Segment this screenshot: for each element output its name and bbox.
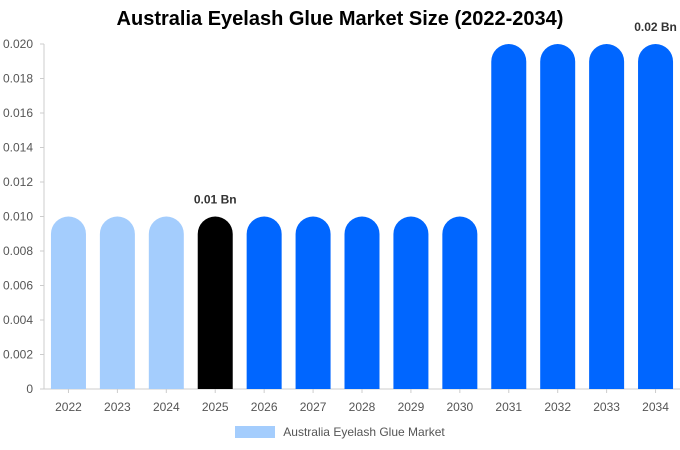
x-tick-label-2024: 2024: [153, 400, 180, 414]
chart-title: Australia Eyelash Glue Market Size (2022…: [116, 8, 564, 30]
bar-2032[interactable]: [540, 44, 576, 389]
x-axis-ticks: 2022 2023 2024 2025 2026 2027 2028 2029 2030 2031…: [55, 389, 669, 414]
legend[interactable]: Australia Eyelash Glue Market: [0, 425, 680, 439]
y-tick-label: 0.012: [3, 175, 33, 189]
bar-2023[interactable]: [99, 216, 135, 390]
data-label-2034: 0.02 Bn: [634, 20, 677, 34]
bar-2026[interactable]: [246, 216, 282, 390]
x-tick-label-2029: 2029: [398, 400, 425, 414]
bar-2022[interactable]: [50, 216, 86, 390]
bars: [50, 44, 674, 390]
bar-2024[interactable]: [148, 216, 184, 390]
y-tick-label: 0.016: [3, 106, 33, 120]
y-tick-label: 0.004: [3, 313, 33, 327]
bar-2030[interactable]: [442, 216, 478, 390]
x-tick-label-2028: 2028: [349, 400, 376, 414]
x-tick-label-2025: 2025: [202, 400, 229, 414]
bar-2027[interactable]: [295, 216, 331, 390]
x-tick-label-2026: 2026: [251, 400, 278, 414]
bar-2029[interactable]: [393, 216, 429, 390]
x-tick-label-2033: 2033: [593, 400, 620, 414]
y-tick-label: 0.010: [3, 210, 33, 224]
y-tick-label: 0.006: [3, 279, 33, 293]
legend-swatch: [235, 426, 276, 438]
bar-2031[interactable]: [491, 44, 527, 389]
y-axis-ticks: 0 0.002 0.004 0.006 0.008 0.010 0.012 0.014 0.01…: [3, 37, 44, 396]
x-tick-label-2034: 2034: [642, 400, 669, 414]
bar-2028[interactable]: [344, 216, 380, 390]
bar-2034[interactable]: [638, 44, 674, 389]
bar-2025[interactable]: [197, 216, 233, 390]
x-tick-label-2027: 2027: [300, 400, 327, 414]
x-tick-label-2023: 2023: [104, 400, 131, 414]
y-tick-label: 0: [26, 382, 33, 396]
y-tick-label: 0.020: [3, 37, 33, 51]
data-label-2025: 0.01 Bn: [194, 193, 237, 207]
data-labels: 0.01 Bn 0.02 Bn: [194, 20, 677, 207]
x-tick-label-2022: 2022: [55, 400, 82, 414]
x-tick-label-2031: 2031: [495, 400, 522, 414]
legend-label: Australia Eyelash Glue Market: [283, 425, 445, 439]
x-tick-label-2030: 2030: [446, 400, 473, 414]
y-tick-label: 0.002: [3, 348, 33, 362]
x-tick-label-2032: 2032: [544, 400, 571, 414]
y-tick-label: 0.018: [3, 72, 33, 86]
y-tick-label: 0.014: [3, 141, 33, 155]
y-tick-label: 0.008: [3, 244, 33, 258]
bar-2033[interactable]: [589, 44, 625, 389]
